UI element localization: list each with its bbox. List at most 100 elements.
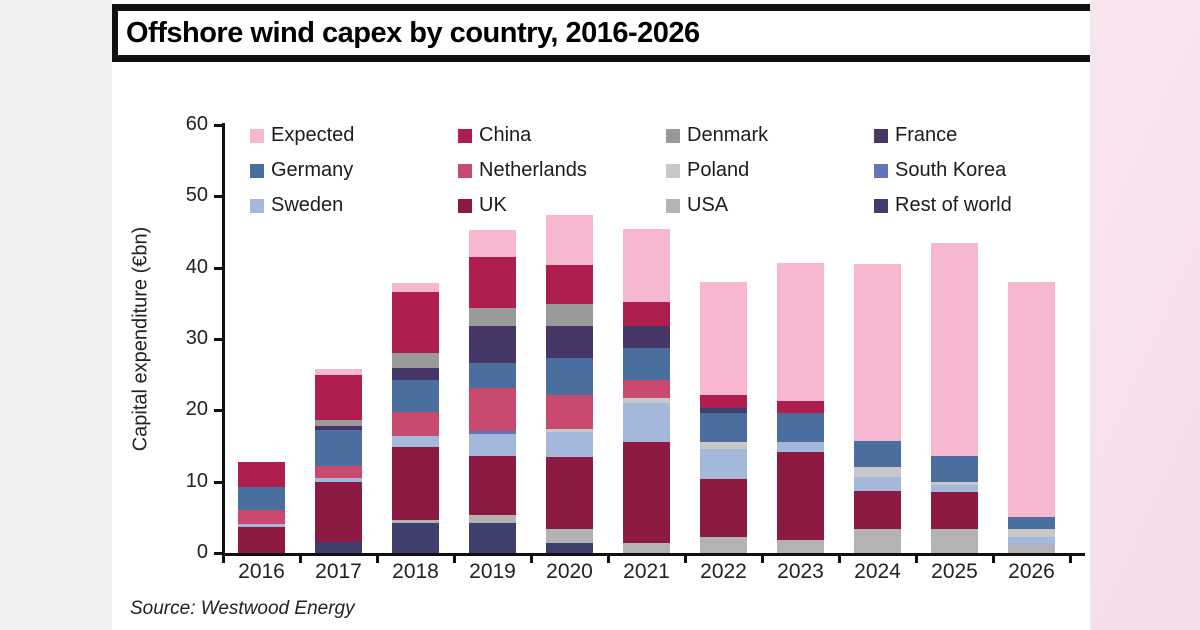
bar-segment-2024-poland — [854, 466, 901, 478]
y-tick-label: 50 — [185, 184, 208, 207]
x-tick-mark — [992, 553, 995, 563]
bar-segment-2020-denmark — [546, 304, 593, 326]
legend-swatch-icon — [666, 198, 680, 213]
x-tick-label-2016: 2016 — [238, 560, 285, 583]
bar-segment-2016-germany — [238, 486, 285, 511]
legend-swatch-icon — [250, 128, 264, 143]
bar-segment-2021-france — [623, 325, 670, 348]
bar-segment-2023-china — [777, 401, 824, 414]
bar-segment-2018-uk — [392, 447, 439, 521]
legend-item-uk: UK — [458, 188, 666, 223]
x-tick-mark — [684, 553, 687, 563]
bar-segment-2026-sweden — [1008, 536, 1055, 546]
legend-swatch-icon — [458, 198, 472, 213]
legend-swatch-icon — [250, 198, 264, 213]
bar-segment-2018-france — [392, 368, 439, 381]
x-tick-label-2023: 2023 — [777, 560, 824, 583]
bar-2023 — [777, 262, 824, 553]
legend-item-poland: Poland — [666, 153, 874, 188]
bar-segment-2020-france — [546, 325, 593, 358]
bar-segment-2020-uk — [546, 456, 593, 530]
bar-segment-2017-denmark — [315, 419, 362, 427]
bar-segment-2017-uk — [315, 481, 362, 543]
bar-segment-2022-poland — [700, 441, 747, 449]
bar-segment-2019-germany — [469, 363, 516, 389]
bar-segment-2017-netherlands — [315, 466, 362, 479]
legend-item-expected: Expected — [250, 118, 458, 153]
bar-segment-2022-uk — [700, 478, 747, 537]
legend-label: South Korea — [895, 159, 1007, 181]
bar-segment-2016-netherlands — [238, 510, 285, 525]
legend-swatch-icon — [458, 163, 472, 178]
y-tick-mark — [214, 552, 222, 555]
legend-swatch-icon — [874, 163, 888, 178]
bar-2019 — [469, 229, 516, 553]
bar-segment-2021-sweden — [623, 403, 670, 442]
x-tick-label-2019: 2019 — [469, 560, 516, 583]
y-tick-mark — [214, 338, 222, 341]
legend-swatch-icon — [666, 128, 680, 143]
bar-segment-2018-rest_of_world — [392, 523, 439, 553]
y-axis-label: Capital expenditure (€bn) — [129, 226, 152, 452]
title-band: Offshore wind capex by country, 2016-202… — [112, 11, 1090, 55]
bar-segment-2017-germany — [315, 430, 362, 466]
bar-segment-2023-uk — [777, 451, 824, 541]
bar-segment-2017-france — [315, 426, 362, 431]
bar-segment-2019-expected — [469, 229, 516, 258]
bar-segment-2021-netherlands — [623, 379, 670, 399]
legend-label: UK — [479, 194, 507, 216]
y-tick-label: 40 — [185, 255, 208, 278]
legend-item-south_korea: South Korea — [874, 153, 1082, 188]
bar-segment-2025-expected — [931, 242, 978, 457]
x-tick-label-2022: 2022 — [700, 560, 747, 583]
x-axis-line — [222, 553, 1085, 556]
chart-legend: Expected China Denmark France Germany Netherl… — [250, 118, 1082, 223]
legend-label: USA — [687, 194, 729, 216]
legend-item-usa: USA — [666, 188, 874, 223]
x-tick-mark — [761, 553, 764, 563]
x-tick-label-2021: 2021 — [623, 560, 670, 583]
bar-segment-2020-rest_of_world — [546, 543, 593, 553]
bar-segment-2025-sweden — [931, 484, 978, 493]
y-tick-label: 20 — [185, 398, 208, 421]
title-bottom-rule — [112, 55, 1090, 62]
x-tick-label-2018: 2018 — [392, 560, 439, 583]
bar-segment-2024-sweden — [854, 477, 901, 491]
legend-label: Sweden — [271, 194, 344, 216]
bar-segment-2017-expected — [315, 369, 362, 375]
bar-segment-2021-usa — [623, 543, 670, 553]
bar-segment-2019-netherlands — [469, 388, 516, 432]
y-tick-mark — [214, 195, 222, 199]
legend-item-china: China — [458, 118, 666, 153]
x-tick-mark — [838, 553, 841, 563]
bar-segment-2019-denmark — [469, 307, 516, 327]
bar-segment-2026-poland — [1008, 529, 1055, 537]
x-tick-label-2020: 2020 — [546, 560, 593, 583]
chart-title: Offshore wind capex by country, 2016-202… — [126, 16, 700, 49]
bar-segment-2025-usa — [931, 529, 978, 553]
bar-segment-2018-netherlands — [392, 411, 439, 437]
bar-segment-2024-usa — [854, 529, 901, 553]
legend-label: Germany — [271, 159, 354, 181]
bar-2026 — [1008, 281, 1055, 553]
bar-segment-2019-uk — [469, 456, 516, 515]
x-tick-mark — [299, 553, 302, 563]
title-top-rule — [112, 4, 1090, 11]
bar-segment-2022-usa — [700, 536, 747, 553]
bar-segment-2022-expected — [700, 282, 747, 396]
bar-segment-2022-rest_of_world — [700, 408, 747, 414]
bar-segment-2020-poland — [546, 428, 593, 432]
legend-label: Denmark — [687, 124, 769, 146]
bar-segment-2017-sweden — [315, 478, 362, 482]
bar-segment-2023-expected — [777, 262, 824, 402]
bar-segment-2021-germany — [623, 347, 670, 380]
bar-segment-2024-germany — [854, 441, 901, 467]
bar-segment-2019-usa — [469, 514, 516, 524]
bar-segment-2020-usa — [546, 529, 593, 544]
legend-item-netherlands: Netherlands — [458, 153, 666, 188]
bar-segment-2026-germany — [1008, 516, 1055, 530]
bar-segment-2025-poland — [931, 481, 978, 485]
x-tick-mark — [530, 553, 533, 563]
y-tick-mark — [214, 124, 222, 127]
x-tick-mark — [376, 553, 379, 563]
